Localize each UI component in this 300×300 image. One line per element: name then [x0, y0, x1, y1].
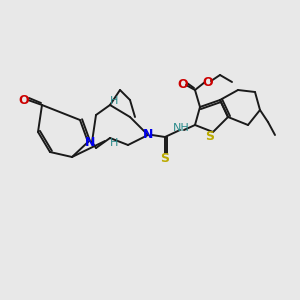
Text: H: H [110, 96, 118, 106]
Text: O: O [19, 94, 29, 106]
Text: N: N [85, 136, 95, 148]
Text: NH: NH [172, 123, 189, 133]
Text: O: O [203, 76, 213, 88]
Text: S: S [160, 152, 169, 166]
Text: N: N [143, 128, 153, 142]
Text: S: S [206, 130, 214, 142]
Text: H: H [110, 138, 118, 148]
Text: O: O [178, 79, 188, 92]
